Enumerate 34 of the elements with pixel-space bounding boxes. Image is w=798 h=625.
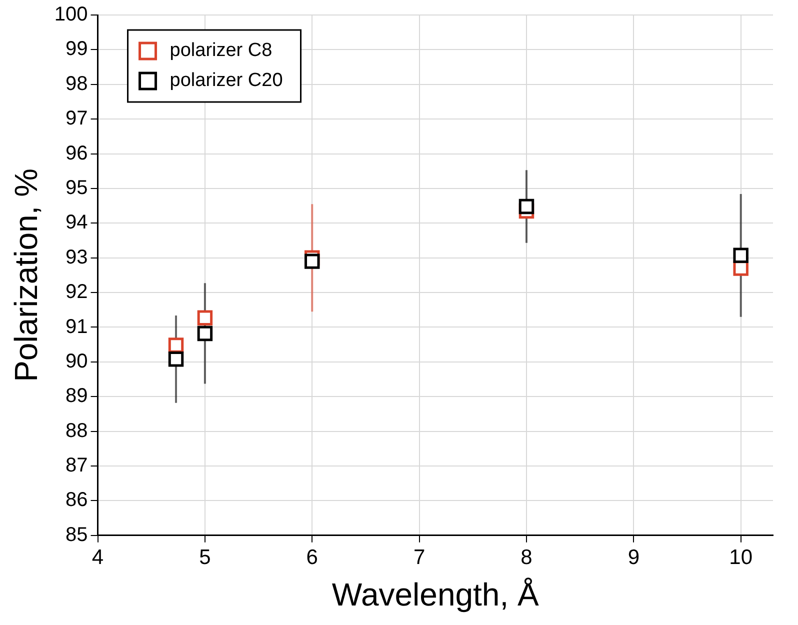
y-tick-label: 99 — [66, 38, 88, 60]
y-tick-label: 94 — [66, 212, 88, 234]
x-axis-title: Wavelength, Å — [332, 576, 540, 613]
x-tick-label: 8 — [520, 546, 532, 569]
y-tick-label: 87 — [66, 454, 88, 477]
y-tick-label: 92 — [66, 281, 88, 304]
point — [168, 338, 184, 353]
point — [197, 310, 213, 326]
y-tick-label: 89 — [66, 385, 88, 408]
x-tick-label: 5 — [199, 546, 211, 569]
point — [197, 326, 213, 342]
y-tick-label: 98 — [66, 72, 88, 95]
y-tick-label: 91 — [66, 316, 88, 338]
y-tick-label: 96 — [66, 142, 88, 164]
point — [518, 198, 534, 214]
point — [168, 352, 184, 367]
x-tick-label: 7 — [413, 546, 426, 569]
x-tick-label: 9 — [628, 546, 640, 569]
y-tick-label: 97 — [66, 108, 88, 130]
point — [304, 254, 320, 269]
x-tick-label: 6 — [306, 546, 318, 569]
legend-label: polarizer C8 — [170, 40, 272, 62]
y-axis-title: Polarization, % — [8, 168, 44, 382]
legend-label: polarizer C20 — [170, 70, 283, 92]
y-tick-label: 100 — [54, 4, 88, 26]
y-tick-label: 88 — [66, 420, 88, 442]
y-tick-label: 90 — [66, 350, 88, 372]
x-tick-label: 4 — [92, 546, 104, 569]
y-tick-label: 85 — [66, 524, 88, 546]
point — [733, 248, 748, 264]
y-tick-label: 95 — [66, 176, 88, 199]
x-tick-label: 10 — [729, 546, 753, 569]
y-tick-label: 86 — [66, 489, 88, 512]
y-tick-label: 93 — [66, 246, 88, 268]
